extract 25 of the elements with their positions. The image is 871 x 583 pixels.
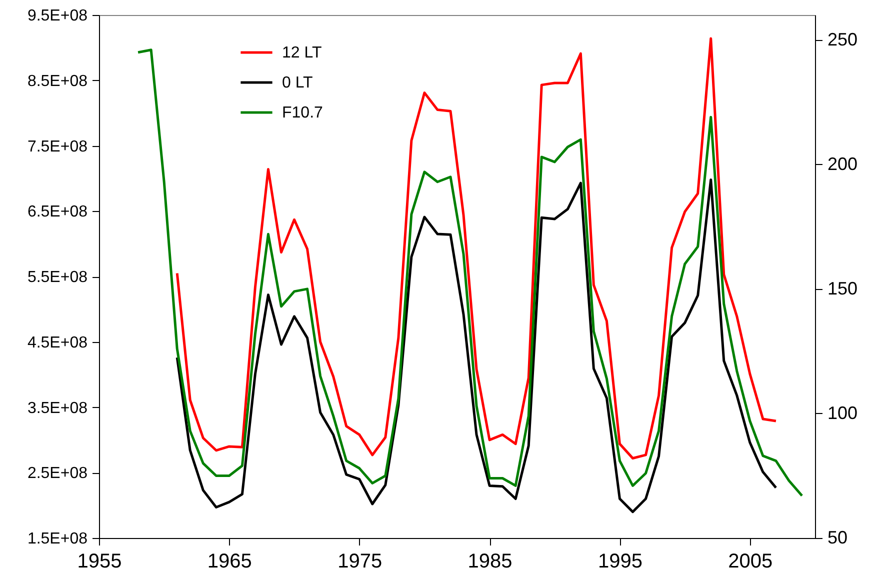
- x-tick-label: 1995: [598, 550, 642, 572]
- y2-tick-label: 250: [828, 29, 858, 50]
- y-tick-label: 6.5E+08: [27, 204, 88, 221]
- x-tick-label: 1965: [207, 550, 252, 572]
- y-tick-label: 7.5E+08: [27, 138, 88, 156]
- legend-label: F10.7: [282, 104, 324, 122]
- y2-tick-label: 200: [828, 154, 858, 174]
- y2-tick-label: 150: [828, 278, 858, 298]
- y-tick-label: 9.5E+08: [27, 8, 88, 24]
- x-tick-label: 1955: [77, 550, 122, 572]
- line-series: [176, 178, 778, 514]
- line-series: [176, 37, 778, 460]
- y-tick-label: 2.5E+08: [27, 465, 88, 482]
- x-tick-label: 1975: [338, 550, 382, 572]
- y-tick-label: 4.5E+08: [27, 334, 88, 352]
- y-tick-label: 1.5E+08: [27, 530, 88, 548]
- legend-label: 12 LT: [282, 44, 322, 62]
- legend-label: 0 LT: [282, 74, 314, 92]
- x-tick-label: 2005: [728, 550, 773, 572]
- y-tick-label: 3.5E+08: [27, 400, 88, 417]
- y2-tick-label: 50: [828, 528, 848, 548]
- y-tick-label: 5.5E+08: [27, 269, 88, 286]
- x-tick-label: 1985: [468, 550, 512, 572]
- y-tick-label: 8.5E+08: [27, 72, 88, 90]
- y2-tick-label: 100: [828, 402, 858, 423]
